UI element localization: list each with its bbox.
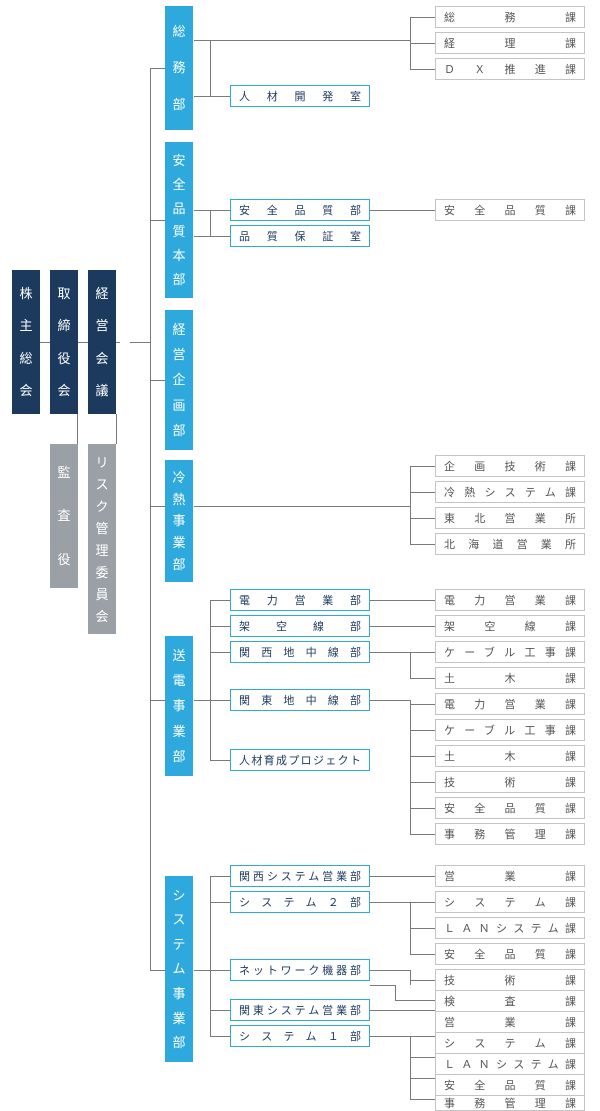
leaf: 東北営業所 xyxy=(435,507,585,529)
leaf: 企画技術課 xyxy=(435,455,585,477)
leaf: ケーブル工事課 xyxy=(435,641,585,663)
dept-keiei: 経営企画部 xyxy=(165,310,193,450)
mid-jinzai-pj: 人材育成プロジェクト xyxy=(230,749,370,771)
mid-kansai-chi: 関西地中線部 xyxy=(230,641,370,663)
leaf: 技術課 xyxy=(435,969,585,991)
mid-denryoku: 電力営業部 xyxy=(230,589,370,611)
leaf: 営業課 xyxy=(435,1011,585,1033)
node-shareholders: 株主総会 xyxy=(12,270,40,414)
mid-kansai-sys: 関西システム営業部 xyxy=(230,865,370,887)
leaf: システム課 xyxy=(435,1032,585,1054)
dept-anzen: 安全品質本部 xyxy=(165,142,193,298)
mid-hinshitsu: 品質保証室 xyxy=(230,225,370,247)
leaf: 安全品質課 xyxy=(435,1074,585,1096)
mid-anzenbu: 安全品質部 xyxy=(230,199,370,221)
mid-sys1: システム１部 xyxy=(230,1025,370,1047)
leaf: 架空線課 xyxy=(435,615,585,637)
leaf: ＤＸ推進課 xyxy=(435,58,585,80)
leaf: 北海道営業所 xyxy=(435,533,585,555)
leaf: 総務課 xyxy=(435,6,585,28)
mid-kakuusen: 架空線部 xyxy=(230,615,370,637)
leaf: 安全品質課 xyxy=(435,199,585,221)
leaf: 電力営業課 xyxy=(435,693,585,715)
dept-system: システム事業部 xyxy=(165,876,193,1062)
mid-kanto-chi: 関東地中線部 xyxy=(230,689,370,711)
leaf: 冷熱システム課 xyxy=(435,481,585,503)
dept-reinetsu: 冷熱事業部 xyxy=(165,460,193,582)
leaf: 検査課 xyxy=(435,990,585,1012)
mid-sys2: システム２部 xyxy=(230,891,370,913)
leaf: 営業課 xyxy=(435,865,585,887)
node-risk-committee: リスク管理委員会 xyxy=(88,444,116,634)
node-board: 取締役会 xyxy=(50,270,78,414)
mid-jinzai: 人材開発室 xyxy=(230,85,370,107)
leaf: ＬＡＮシステム課 xyxy=(435,1053,585,1075)
leaf: 安全品質課 xyxy=(435,797,585,819)
dept-soumu: 総務部 xyxy=(165,6,193,130)
leaf: 安全品質課 xyxy=(435,943,585,965)
node-exec-meeting: 経営会議 xyxy=(88,270,116,414)
dept-souden: 送電事業部 xyxy=(165,636,193,776)
leaf: 電力営業課 xyxy=(435,589,585,611)
leaf: 事務管理課 xyxy=(435,823,585,845)
leaf: 事務管理課 xyxy=(435,1095,585,1111)
org-chart: 株主総会 取締役会 経営会議 監査役 リスク管理委員会 総務部 安全品質本部 経… xyxy=(0,0,600,1111)
leaf: 土木課 xyxy=(435,745,585,767)
leaf: ＬＡＮシステム課 xyxy=(435,917,585,939)
leaf: 土木課 xyxy=(435,667,585,689)
leaf: 技術課 xyxy=(435,771,585,793)
leaf: ケーブル工事課 xyxy=(435,719,585,741)
mid-network: ネットワーク機器部 xyxy=(230,959,370,981)
leaf: システム課 xyxy=(435,891,585,913)
leaf: 経理課 xyxy=(435,32,585,54)
node-auditor: 監査役 xyxy=(50,444,78,588)
mid-kanto-sys: 関東システム営業部 xyxy=(230,999,370,1021)
